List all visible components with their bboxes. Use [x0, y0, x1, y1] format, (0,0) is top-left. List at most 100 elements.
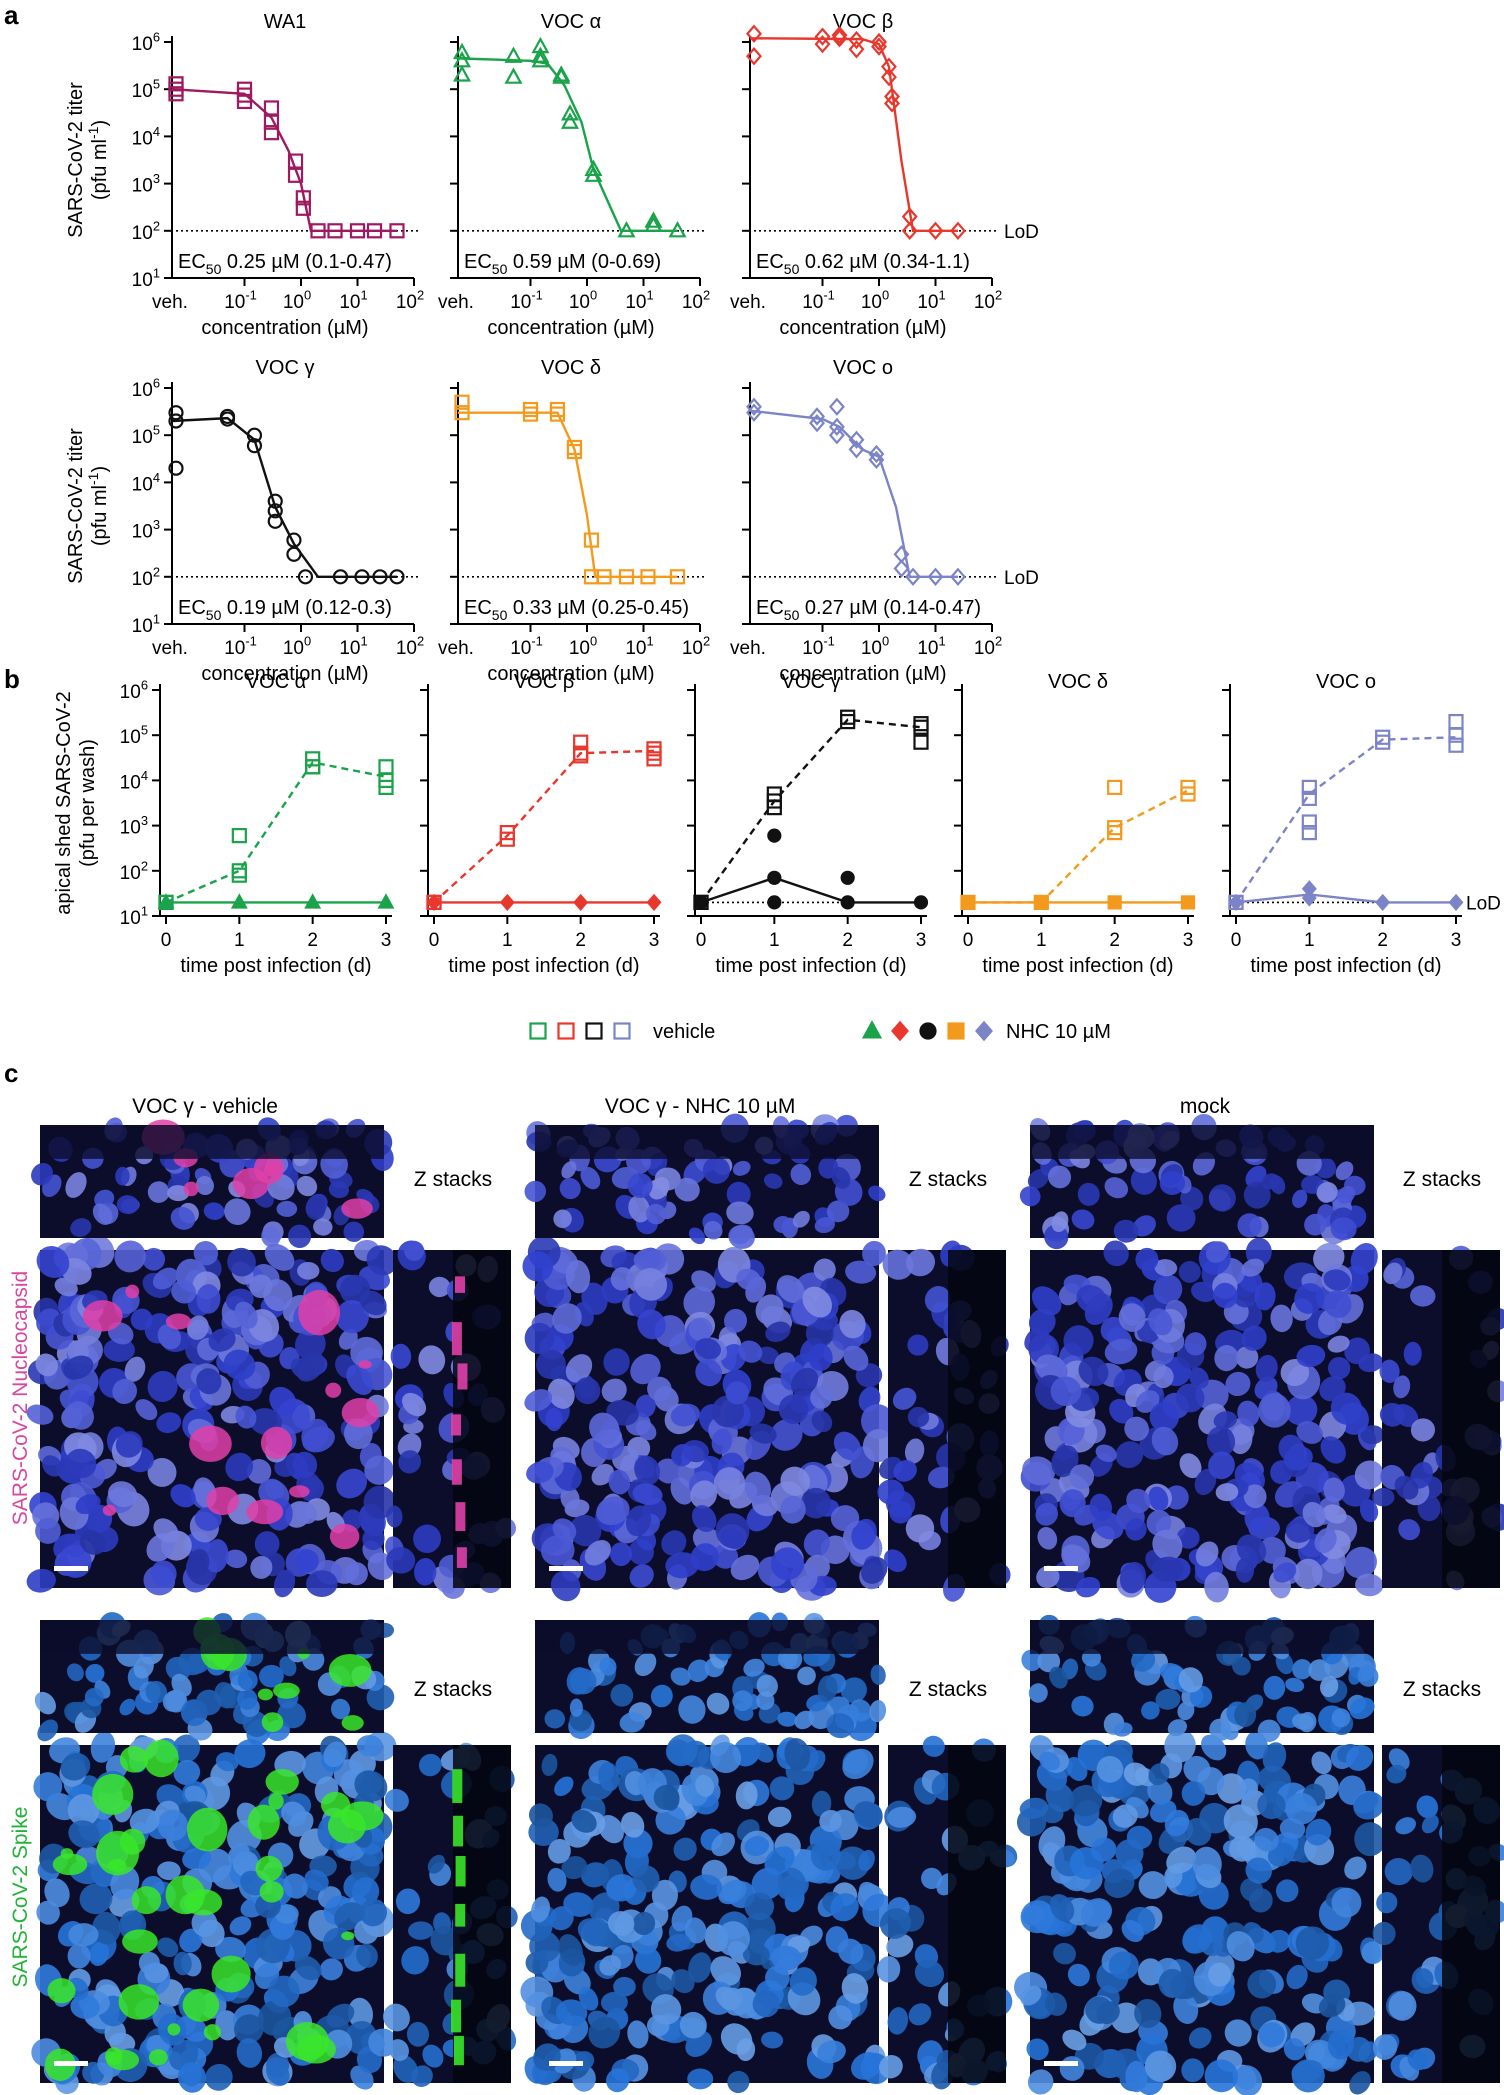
legend-nhc-marker [919, 1022, 937, 1040]
stain-signal [325, 1382, 342, 1398]
nucleus [670, 1477, 694, 1505]
nucleus [650, 1994, 682, 2025]
nucleus [356, 1735, 384, 1757]
nucleus [179, 1928, 203, 1953]
nucleus [406, 2021, 430, 2047]
vehicle-point [231, 828, 247, 844]
vehicle-point [231, 863, 247, 879]
x-axis-label: time post infection (d) [448, 955, 639, 977]
x-tick-label: 101 [917, 287, 945, 313]
side-strip-dark [1442, 1250, 1500, 1588]
vehicle-point [499, 831, 515, 847]
x-tick-label: 100 [283, 633, 311, 659]
legend-nhc-markers [861, 1020, 993, 1042]
nucleus [599, 1955, 621, 1976]
nucleus [1259, 1536, 1286, 1564]
nucleus [1215, 1483, 1239, 1502]
stain-signal [358, 1360, 372, 1369]
nucleus [67, 1943, 91, 1969]
nucleus [687, 1659, 710, 1683]
data-point [669, 569, 686, 585]
data-point [617, 221, 636, 238]
vehicle-point [1301, 825, 1317, 841]
legend-vehicle-marker [557, 1022, 575, 1040]
nucleus [1020, 1985, 1042, 2006]
nucleus [1109, 1398, 1134, 1424]
nucleus [266, 2060, 290, 2086]
nucleus [730, 1554, 760, 1581]
y-tick-label: 101 [120, 903, 148, 929]
data-point [644, 211, 663, 228]
chart-title: VOC γ [782, 671, 841, 693]
y-axis-unit: (pfu ml-1) [85, 466, 111, 546]
x-axis-label: concentration (µM) [779, 317, 946, 339]
nucleus [861, 1404, 895, 1440]
nucleus [393, 2055, 419, 2083]
dose-response-chart-6: 10-1 100 101 102 veh. concentration (µM) VOC o… [730, 357, 1039, 685]
nucleus [1080, 1898, 1113, 1927]
data-point [372, 569, 388, 585]
nhc-point [767, 895, 782, 910]
x-tick-veh: veh. [152, 638, 188, 659]
x-tick-label: 101 [625, 287, 653, 313]
nucleus [556, 1999, 588, 2026]
nucleus [790, 1163, 812, 1186]
nucleus [84, 1687, 104, 1707]
zstacks-label: Z stacks [414, 1678, 492, 1701]
nucleus [665, 1552, 699, 1579]
nucleus [313, 1218, 333, 1236]
nucleus [33, 1772, 63, 1802]
side-strip-signal [455, 1903, 466, 1927]
vehicle-point [305, 759, 321, 775]
vehicle-point [1033, 894, 1049, 910]
nucleus [1119, 1561, 1147, 1594]
nucleus [1384, 1858, 1413, 1886]
nucleus [695, 1359, 723, 1387]
nucleus [732, 1690, 753, 1712]
nucleus [797, 1666, 816, 1686]
nucleus [1244, 1503, 1270, 1534]
nucleus [1019, 1797, 1049, 1819]
nucleus [1051, 1211, 1069, 1233]
nucleus [769, 1776, 795, 1801]
y-axis-label: SARS-CoV-2 titer [65, 428, 87, 584]
nucleus [227, 1247, 256, 1277]
nucleus [1096, 1755, 1124, 1783]
x-tick-label: 3 [381, 930, 392, 951]
nucleus [879, 1908, 912, 1939]
vehicle-point [426, 894, 442, 910]
legend-nhc-marker [891, 1020, 909, 1042]
y-axis-label: SARS-CoV-2 titer [65, 82, 87, 238]
nucleus [1235, 1346, 1259, 1369]
x-tick-label: 1 [1304, 930, 1315, 951]
nucleus [414, 1558, 437, 1586]
time-course-chart-1: 101 102 103 104 105 106 0 1 2 3 time post infectio… [53, 671, 395, 977]
nucleus [1280, 1359, 1310, 1387]
panel-c-microscopy: VOC γ - vehicle VOC γ - NHC 10 µM mock S… [9, 1095, 1504, 2095]
nucleus [42, 1455, 63, 1477]
y-tick-label: 103 [120, 813, 148, 839]
x-tick-label: 0 [429, 930, 440, 951]
nucleus [1261, 1173, 1280, 1190]
nucleus [1068, 1785, 1103, 1817]
nucleus [229, 1916, 252, 1936]
nucleus [1035, 1502, 1058, 1526]
stain-signal [261, 1712, 284, 1732]
micrograph-grid: Z stacks Z stacks Z stacks Z stacks Z stacks… [26, 1113, 1504, 2095]
fit-curve [458, 411, 678, 578]
data-point [552, 67, 571, 84]
nucleus [1323, 1269, 1351, 1291]
nucleus [577, 1918, 607, 1944]
nucleus [1243, 1484, 1267, 1509]
nucleus [135, 1399, 158, 1421]
nucleus [346, 1364, 374, 1396]
nucleus [75, 1494, 101, 1515]
nucleus [1154, 1259, 1178, 1277]
y-tick-label: 105 [120, 723, 148, 749]
nucleus [565, 1354, 593, 1383]
nucleus [92, 1203, 113, 1225]
nucleus [524, 1180, 547, 1203]
y-axis-label: apical shed SARS-CoV-2 [53, 691, 75, 914]
nucleus [193, 1241, 219, 1266]
nucleus [610, 1683, 634, 1707]
